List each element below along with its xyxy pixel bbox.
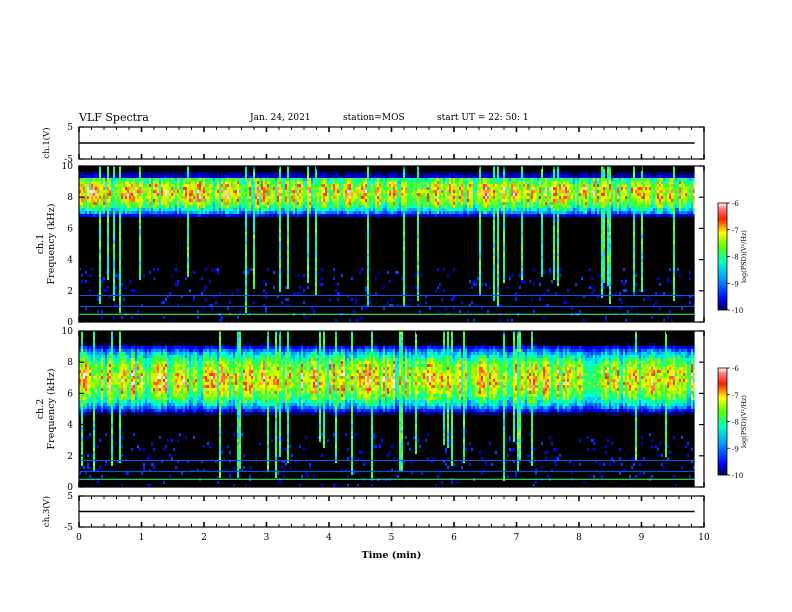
colorbar-label: log(PSD)(V²/Hz)	[740, 395, 748, 448]
colorbar-tick-label: -10	[732, 307, 743, 315]
station-label: station=MOS	[343, 113, 405, 123]
chart-title: VLF Spectra	[79, 111, 149, 124]
x-tick-label: 7	[514, 533, 520, 543]
colorbar-label: log(PSD)(V²/Hz)	[740, 230, 748, 283]
spectrogram-ch2	[79, 331, 704, 487]
x-tick-label: 8	[576, 533, 582, 543]
colorbar	[717, 202, 728, 311]
x-axis-label: Time (min)	[362, 550, 422, 561]
y-axis-label: ch.3(V)	[41, 496, 52, 527]
y-tick-label: 2	[67, 287, 73, 297]
x-tick-label: 5	[389, 533, 395, 543]
x-tick-label: 0	[76, 533, 82, 543]
y-tick-label: 5	[67, 492, 73, 502]
y-tick-label: 4	[67, 421, 73, 431]
spectrogram-ch1	[79, 166, 704, 322]
colorbar-tick-label: -9	[732, 280, 739, 288]
x-tick-label: 1	[139, 533, 145, 543]
y-tick-label: 4	[67, 256, 73, 266]
x-tick-label: 3	[264, 533, 270, 543]
y-tick-label: -5	[64, 523, 73, 533]
y-axis-label: Frequency (kHz)	[46, 369, 57, 450]
x-tick-label: 10	[698, 533, 710, 543]
x-tick-label: 9	[639, 533, 645, 543]
y-axis-label: Frequency (kHz)	[46, 204, 57, 285]
date-label: Jan. 24, 2021	[250, 113, 311, 123]
y-tick-label: -5	[64, 155, 73, 165]
y-tick-label: 8	[67, 358, 73, 368]
colorbar-tick-label: -7	[732, 392, 739, 400]
y-tick-label: 6	[67, 389, 73, 399]
colorbar-tick-label: -8	[732, 419, 739, 427]
x-tick-label: 6	[451, 533, 457, 543]
colorbar-tick-label: -6	[732, 365, 739, 373]
x-tick-label: 4	[326, 533, 332, 543]
x-tick-label: 2	[201, 533, 207, 543]
y-axis-label: ch.1(V)	[41, 127, 52, 158]
colorbar-tick-label: -7	[732, 227, 739, 235]
colorbar-tick-label: -8	[732, 254, 739, 262]
y-tick-label: 0	[67, 318, 73, 328]
y-tick-label: 10	[62, 162, 74, 172]
y-tick-label: 6	[67, 224, 73, 234]
y-axis-label: ch.1	[35, 234, 46, 255]
no-data-region	[694, 166, 704, 322]
y-tick-label: 8	[67, 193, 73, 203]
y-tick-label: 5	[67, 123, 73, 133]
start-time-label: start UT = 22: 50: 1	[437, 113, 529, 123]
colorbar-tick-label: -10	[732, 472, 743, 480]
y-tick-label: 10	[62, 327, 74, 337]
no-data-region	[694, 331, 704, 487]
y-axis-label: ch.2	[35, 399, 46, 420]
y-tick-label: 2	[67, 452, 73, 462]
colorbar-tick-label: -9	[732, 445, 739, 453]
y-tick-label: 0	[67, 483, 73, 493]
colorbar	[717, 367, 728, 476]
colorbar-tick-label: -6	[732, 200, 739, 208]
